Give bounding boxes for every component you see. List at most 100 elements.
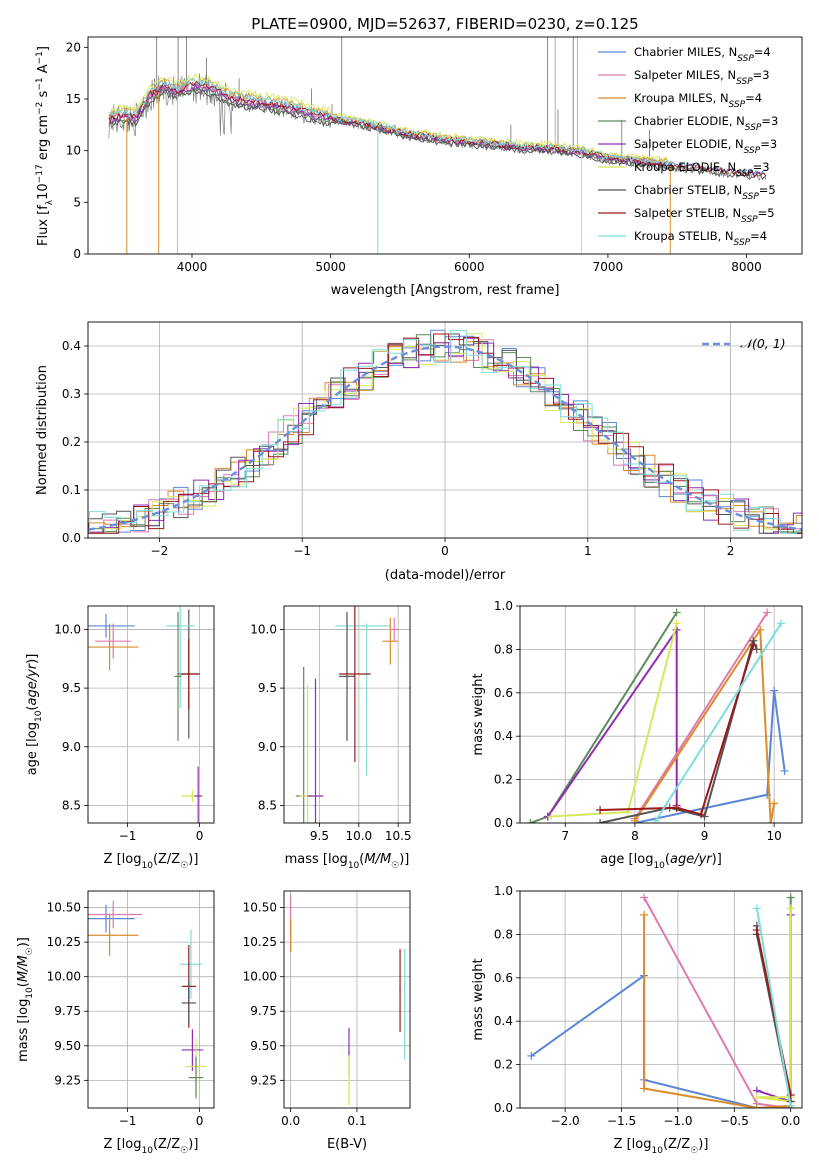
weight-line-chabrier-stelib — [599, 637, 758, 823]
x-axis-label: (data-model)/error — [385, 568, 506, 583]
plot-area — [88, 891, 214, 1108]
label-part: ( — [16, 982, 31, 987]
data-point — [105, 625, 107, 627]
model-chabrier-stelib — [108, 87, 767, 180]
label-part: log — [328, 852, 348, 867]
weight-line-chabrier-miles — [634, 690, 786, 823]
label-part: wavelength [Angstrom, rest frame] — [331, 283, 560, 298]
label-part: )] — [698, 1137, 708, 1152]
plot-area — [108, 37, 767, 254]
label-part: =3 — [760, 137, 777, 151]
label-part: E(B-V) — [327, 1137, 367, 1152]
x-tick-label: 0 — [441, 544, 449, 558]
label-part: (Z/Z — [153, 1137, 180, 1152]
x-tick-label: −2 — [151, 544, 169, 558]
label-part: Flux [f — [36, 205, 51, 246]
label-part: )] — [712, 852, 722, 867]
label-part: 10 — [348, 861, 360, 871]
y-tick-label: 9.50 — [250, 1039, 277, 1053]
x-axis-label: Z [log10(Z/Z☉)] — [614, 1137, 709, 1156]
y-tick-label: 0.8 — [494, 927, 513, 941]
y-tick-label: 0.6 — [494, 971, 513, 985]
label-part: 10 — [652, 1146, 664, 1156]
weight-line-kroupa-stelib — [755, 908, 792, 1106]
x-tick-label: 10.0 — [345, 829, 372, 843]
model-salpeter-miles — [108, 82, 670, 167]
data-point — [389, 640, 392, 642]
x-tick-label: 7000 — [593, 260, 624, 274]
weight-marker — [630, 816, 639, 823]
weight-marker — [749, 641, 758, 650]
weight-line-salpeter-elodie — [547, 626, 678, 818]
weight-line-kroupa-elodie — [756, 908, 792, 1103]
label-part: M/M — [16, 955, 31, 982]
y-axis-label: age [log10(age/yr)] — [25, 654, 44, 776]
weight-line-salpeter-stelib — [600, 644, 755, 816]
label-part: −2 — [35, 102, 45, 115]
x-tick-label: 8 — [631, 829, 639, 843]
y-tick-label: 0.2 — [494, 1058, 513, 1072]
y-tick-label: 9.50 — [54, 1039, 81, 1053]
y-axis-label: Normed distribution — [35, 365, 50, 495]
x-tick-label: 5000 — [315, 260, 346, 274]
label-part: =4 — [745, 91, 762, 105]
plot-area — [520, 606, 802, 823]
weight-marker — [752, 926, 761, 935]
label-part: =3 — [761, 114, 778, 128]
plot-area — [88, 606, 214, 823]
label-part: age [ — [600, 852, 633, 867]
y-axis-label: mass weight — [471, 958, 486, 1040]
label-part: log — [122, 1137, 142, 1152]
y-tick-label: 0.3 — [62, 387, 81, 401]
y-tick-label: 0 — [73, 247, 81, 261]
x-tick-label: −0.5 — [720, 1114, 749, 1128]
y-tick-label: 0.4 — [494, 729, 513, 743]
label-part: ( — [665, 852, 670, 867]
label-part: =5 — [759, 183, 776, 197]
label-part: SSP — [741, 215, 758, 225]
y-tick-label: 0.2 — [494, 773, 513, 787]
data-point — [399, 989, 401, 992]
label-part: Kroupa ELODIE, N — [634, 160, 736, 174]
y-tick-label: 10.00 — [243, 970, 277, 984]
weight-marker — [596, 805, 605, 814]
label-part: 10 — [25, 987, 35, 999]
y-tick-label: 10.25 — [243, 935, 277, 949]
legend-entry: Salpeter ELODIE, NSSP=3 — [634, 137, 777, 156]
y-tick-label: 9.25 — [250, 1073, 277, 1087]
plot-area — [284, 891, 410, 1108]
label-part: SSP — [744, 146, 761, 156]
weight-line-kroupa-stelib — [654, 622, 782, 822]
weight-line-salpeter-miles — [643, 897, 791, 1108]
y-tick-label: 10.0 — [54, 622, 81, 636]
legend-entry: 𝒩(0, 1) — [740, 336, 786, 351]
model-kroupa-miles — [108, 77, 670, 165]
label-part: )] — [25, 654, 40, 664]
label-part: ☉ — [391, 861, 399, 871]
axes-spectrum: 4000 5000 6000 7000 8000 0 5 10 15 20 Chabrier MIL… — [35, 36, 803, 298]
weight-marker — [640, 1084, 649, 1093]
y-tick-label: 10.50 — [47, 901, 81, 915]
weight-marker — [777, 619, 786, 628]
plot-area — [88, 322, 802, 538]
label-part: Z [ — [104, 852, 122, 867]
data-point — [195, 1076, 197, 1079]
weight-marker — [752, 904, 761, 913]
y-tick-label: 9.0 — [258, 740, 277, 754]
data-point — [314, 795, 317, 797]
y-tick-label: 9.5 — [258, 681, 277, 695]
legend-entry: Kroupa MILES, NSSP=4 — [634, 91, 762, 110]
label-part: )] — [188, 1137, 198, 1152]
data-point — [348, 1051, 350, 1054]
y-tick-label: 0.8 — [494, 642, 513, 656]
x-tick-label: −1 — [119, 1114, 137, 1128]
weight-marker — [672, 619, 681, 628]
label-part: log — [16, 999, 31, 1019]
label-part: 10 — [142, 1146, 154, 1156]
y-tick-label: 9.0 — [62, 740, 81, 754]
x-tick-label: 0 — [196, 829, 204, 843]
data-point — [188, 673, 190, 675]
label-part: ☉ — [180, 1146, 188, 1156]
legend-entry: Kroupa STELIB, NSSP=4 — [634, 229, 767, 248]
